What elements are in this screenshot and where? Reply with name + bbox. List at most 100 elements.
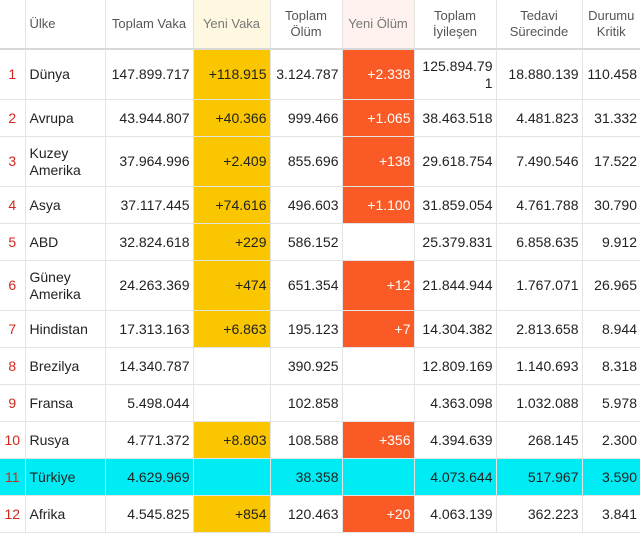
header-rank [0, 0, 25, 50]
cell-new-cases: +8.803 [192, 421, 270, 459]
cell-country: Rusya [24, 421, 105, 459]
cell-total-deaths: 999.466 [269, 99, 342, 137]
cell-new-deaths: +12 [341, 260, 414, 311]
cell-critical: 31.332 [581, 99, 640, 137]
table-body: 1 Dünya 147.899.717 +118.915 3.124.787 +2.338… [0, 49, 640, 533]
table-row[interactable]: 7 Hindistan 17.313.163 +6.863 195.123 +7 14.30… [0, 310, 640, 348]
cell-country: Asya [24, 186, 105, 224]
cell-total-cases: 4.545.825 [104, 495, 193, 533]
table-row[interactable]: 4 Asya 37.117.445 +74.616 496.603 +1.100 31.85… [0, 186, 640, 224]
cell-total-cases: 147.899.717 [104, 49, 193, 100]
header-active[interactable]: Tedavi Sürecinde [495, 0, 582, 50]
table-row[interactable]: 2 Avrupa 43.944.807 +40.366 999.466 +1.065 38.… [0, 99, 640, 137]
cell-active: 1.032.088 [495, 384, 582, 422]
cell-rank: 12 [0, 495, 25, 533]
cell-active: 2.813.658 [495, 310, 582, 348]
cell-total-cases: 32.824.618 [104, 223, 193, 261]
cell-total-recovered: 38.463.518 [413, 99, 496, 137]
cell-country: Hindistan [24, 310, 105, 348]
cell-new-cases [192, 384, 270, 422]
cell-total-deaths: 390.925 [269, 347, 342, 385]
cell-total-recovered: 29.618.754 [413, 136, 496, 187]
header-total-recovered[interactable]: Toplam İyileşen [413, 0, 496, 50]
cell-total-cases: 14.340.787 [104, 347, 193, 385]
cell-new-deaths: +1.065 [341, 99, 414, 137]
cell-total-cases: 24.263.369 [104, 260, 193, 311]
cell-rank: 9 [0, 384, 25, 422]
cell-critical: 9.912 [581, 223, 640, 261]
cell-total-deaths: 38.358 [269, 458, 342, 496]
header-total-deaths[interactable]: Toplam Ölüm [269, 0, 342, 50]
cell-total-deaths: 586.152 [269, 223, 342, 261]
cell-rank: 6 [0, 260, 25, 311]
cell-rank: 2 [0, 99, 25, 137]
cell-new-cases [192, 347, 270, 385]
cell-rank: 4 [0, 186, 25, 224]
cell-new-cases: +6.863 [192, 310, 270, 348]
cell-rank: 7 [0, 310, 25, 348]
cell-total-recovered: 14.304.382 [413, 310, 496, 348]
cell-critical: 2.300 [581, 421, 640, 459]
cell-total-cases: 4.629.969 [104, 458, 193, 496]
cell-total-cases: 37.117.445 [104, 186, 193, 224]
table-row[interactable]: 12 Afrika 4.545.825 +854 120.463 +20 4.063.139… [0, 495, 640, 533]
cell-new-deaths: +1.100 [341, 186, 414, 224]
cell-new-cases: +854 [192, 495, 270, 533]
header-total-cases[interactable]: Toplam Vaka [104, 0, 193, 50]
cell-total-recovered: 31.859.054 [413, 186, 496, 224]
cell-total-deaths: 651.354 [269, 260, 342, 311]
cell-active: 4.481.823 [495, 99, 582, 137]
cell-active: 1.140.693 [495, 347, 582, 385]
header-critical[interactable]: Durumu Kritik [581, 0, 640, 50]
cell-new-cases [192, 458, 270, 496]
cell-total-recovered: 12.809.169 [413, 347, 496, 385]
cell-country: ABD [24, 223, 105, 261]
cell-total-deaths: 855.696 [269, 136, 342, 187]
cell-total-deaths: 102.858 [269, 384, 342, 422]
cell-new-cases: +118.915 [192, 49, 270, 100]
cell-active: 18.880.139 [495, 49, 582, 100]
cell-critical: 26.965 [581, 260, 640, 311]
header-country[interactable]: Ülke [24, 0, 105, 50]
cell-critical: 3.841 [581, 495, 640, 533]
cell-total-cases: 4.771.372 [104, 421, 193, 459]
cell-rank: 10 [0, 421, 25, 459]
cell-new-cases: +474 [192, 260, 270, 311]
cell-new-deaths: +356 [341, 421, 414, 459]
cell-total-cases: 37.964.996 [104, 136, 193, 187]
cell-critical: 5.978 [581, 384, 640, 422]
cell-new-cases: +74.616 [192, 186, 270, 224]
cell-new-cases: +40.366 [192, 99, 270, 137]
table-row[interactable]: 9 Fransa 5.498.044 102.858 4.363.098 1.032.08… [0, 384, 640, 422]
cell-new-cases: +2.409 [192, 136, 270, 187]
cell-new-deaths: +138 [341, 136, 414, 187]
cell-total-recovered: 4.073.644 [413, 458, 496, 496]
table-row[interactable]: 8 Brezilya 14.340.787 390.925 12.809.169 1.14… [0, 347, 640, 385]
cell-rank: 5 [0, 223, 25, 261]
table-row[interactable]: 3 Kuzey Amerika 37.964.996 +2.409 855.696 +13… [0, 136, 640, 187]
cell-total-recovered: 4.063.139 [413, 495, 496, 533]
cell-new-deaths [341, 458, 414, 496]
cell-new-cases: +229 [192, 223, 270, 261]
table-row[interactable]: 5 ABD 32.824.618 +229 586.152 25.379.831 6.858… [0, 223, 640, 261]
table-row[interactable]: 1 Dünya 147.899.717 +118.915 3.124.787 +2.338… [0, 49, 640, 100]
cell-active: 1.767.071 [495, 260, 582, 311]
cell-total-deaths: 195.123 [269, 310, 342, 348]
table-row[interactable]: 10 Rusya 4.771.372 +8.803 108.588 +356 4.394.6… [0, 421, 640, 459]
cell-rank: 3 [0, 136, 25, 187]
header-new-cases[interactable]: Yeni Vaka [192, 0, 270, 50]
cell-total-cases: 17.313.163 [104, 310, 193, 348]
cell-critical: 30.790 [581, 186, 640, 224]
cell-total-deaths: 108.588 [269, 421, 342, 459]
table-row[interactable]: 11 Türkiye 4.629.969 38.358 4.073.644 517.967… [0, 458, 640, 496]
cell-active: 362.223 [495, 495, 582, 533]
table-row[interactable]: 6 Güney Amerika 24.263.369 +474 651.354 +12 21… [0, 260, 640, 311]
cell-active: 268.145 [495, 421, 582, 459]
cell-new-deaths [341, 223, 414, 261]
cell-rank: 11 [0, 458, 25, 496]
header-new-deaths[interactable]: Yeni Ölüm [341, 0, 414, 50]
cell-total-recovered: 4.394.639 [413, 421, 496, 459]
cell-total-deaths: 496.603 [269, 186, 342, 224]
cell-country: Afrika [24, 495, 105, 533]
cell-critical: 8.944 [581, 310, 640, 348]
